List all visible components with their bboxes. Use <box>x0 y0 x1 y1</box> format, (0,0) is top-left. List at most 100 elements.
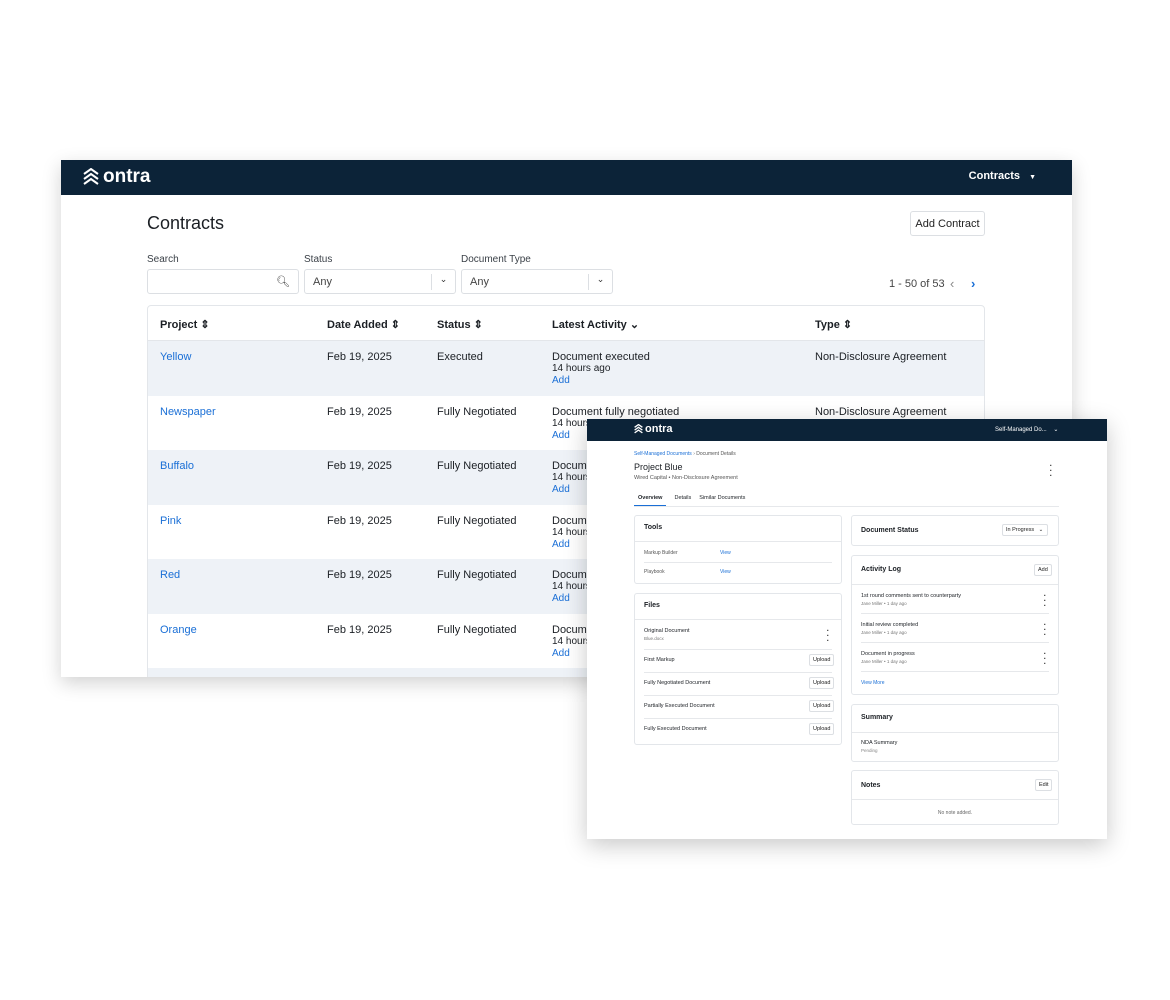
tool-name: Markup Builder <box>644 550 678 556</box>
ontra-logo[interactable]: ontra <box>634 423 673 435</box>
more-options-icon[interactable]: · · · <box>1043 620 1047 639</box>
table-row[interactable]: Newspaper Feb 19, 2025 Fully Negotiated … <box>148 396 984 451</box>
doctype-select[interactable]: Any ⌄ <box>461 269 613 294</box>
doctype-value: Any <box>470 276 489 288</box>
table-row[interactable]: Yellow Feb 19, 2025 Executed Document ex… <box>148 341 984 396</box>
activity-log-title: Activity Log <box>861 566 902 573</box>
project-link[interactable]: Red <box>160 569 181 581</box>
add-contract-button[interactable]: Add Contract <box>910 211 985 236</box>
tab-similar-documents[interactable]: Similar Documents <box>699 495 746 501</box>
table-row[interactable] <box>148 668 984 677</box>
upload-button[interactable]: Upload <box>809 700 835 712</box>
document-status-card: Document Status In Progress ⌄ <box>851 515 1059 546</box>
divider <box>861 613 1049 614</box>
more-options-icon[interactable]: · · · <box>1043 649 1047 668</box>
col-date-added[interactable]: Date Added ⇕ <box>327 319 400 331</box>
nda-summary-label[interactable]: NDA Summary <box>861 740 898 746</box>
add-activity-link[interactable]: Add <box>552 375 570 386</box>
add-activity-link[interactable]: Add <box>552 593 570 604</box>
chevron-down-icon: ⌄ <box>431 274 455 290</box>
summary-state: Pending <box>861 748 878 753</box>
divider <box>644 672 832 673</box>
view-markup-builder-link[interactable]: View <box>720 550 731 556</box>
project-link[interactable]: Newspaper <box>160 405 216 418</box>
divider <box>852 732 1058 733</box>
divider <box>635 619 841 620</box>
upload-button[interactable]: Upload <box>809 677 835 689</box>
divider <box>644 695 832 696</box>
add-activity-link[interactable]: Add <box>552 484 570 495</box>
files-title: Files <box>644 602 660 609</box>
activity-text: Docume <box>552 569 593 581</box>
add-activity-button[interactable]: Add <box>1034 564 1052 576</box>
more-options-icon[interactable]: · · · <box>1049 461 1053 480</box>
status-select[interactable]: Any ⌄ <box>304 269 456 294</box>
breadcrumb-link[interactable]: Self-Managed Documents <box>634 451 692 457</box>
status-text: Fully Negotiated <box>437 405 517 418</box>
view-more-link[interactable]: View More <box>861 680 885 686</box>
original-file-name[interactable]: Blue.docx <box>644 636 664 641</box>
divider <box>644 718 832 719</box>
status-text: Fully Negotiated <box>437 569 517 581</box>
add-activity-link[interactable]: Add <box>552 429 570 441</box>
table-row[interactable]: Orange Feb 19, 2025 Fully Negotiated Doc… <box>148 614 984 669</box>
col-latest-activity[interactable]: Latest Activity ⌄ <box>552 319 640 331</box>
file-slot-label: Partially Executed Document <box>644 703 715 709</box>
project-link[interactable]: Buffalo <box>160 460 195 472</box>
notes-card: Notes Edit No note added. <box>851 770 1059 825</box>
activity-text: Document executed <box>552 351 650 363</box>
project-link[interactable]: Orange <box>160 623 197 636</box>
date-added: Feb 19, 2025 <box>327 569 392 581</box>
date-added: Feb 19, 2025 <box>327 623 392 636</box>
col-type[interactable]: Type ⇕ <box>815 319 853 331</box>
ontra-logo[interactable]: ontra <box>83 166 151 188</box>
summary-card: Summary NDA Summary Pending <box>851 704 1059 762</box>
more-options-icon[interactable]: · · · <box>1043 591 1047 610</box>
status-text: Fully Negotiated <box>437 514 517 527</box>
activity-item-text: Document in progress <box>861 651 915 657</box>
search-input[interactable]: 🔍︎ <box>147 269 299 294</box>
col-status[interactable]: Status ⇕ <box>437 319 483 331</box>
tabs: Overview Details Similar Documents <box>634 495 745 506</box>
divider <box>852 799 1058 800</box>
prev-page-icon[interactable]: ‹ <box>950 276 955 291</box>
table-row[interactable]: Pink Feb 19, 2025 Fully Negotiated Docum… <box>148 505 984 560</box>
activity-item-meta: Jane Miller • 1 day ago <box>861 601 907 606</box>
project-link[interactable]: Pink <box>160 514 182 527</box>
section-menu[interactable]: Self-Managed Do... ⌄ <box>995 426 1058 433</box>
divider <box>852 584 1058 585</box>
date-added: Feb 19, 2025 <box>327 460 392 472</box>
upload-button[interactable]: Upload <box>809 723 835 735</box>
divider <box>635 541 841 542</box>
page-title: Project Blue <box>634 462 683 472</box>
contracts-menu[interactable]: Contracts ▼ <box>969 170 1036 182</box>
project-link[interactable]: Yellow <box>160 351 192 363</box>
status-value: In Progress <box>1006 527 1035 533</box>
activity-item-meta: Jane Miller • 1 day ago <box>861 659 907 664</box>
page-title: Contracts <box>147 213 225 233</box>
tab-overview[interactable]: Overview <box>634 495 667 506</box>
activity-text: Docume <box>552 623 593 636</box>
contracts-window: ontra Contracts ▼ Contracts Add Contract… <box>61 160 1072 677</box>
status-text: Executed <box>437 351 483 363</box>
add-activity-link[interactable]: Add <box>552 647 570 659</box>
next-page-icon[interactable]: › <box>971 276 976 291</box>
search-icon: 🔍︎ <box>276 276 290 288</box>
upload-button[interactable]: Upload <box>809 654 835 666</box>
edit-notes-button[interactable]: Edit <box>1035 779 1053 791</box>
chevron-down-icon: ⌄ <box>1038 527 1044 533</box>
view-playbook-link[interactable]: View <box>720 569 731 575</box>
ontra-logo-icon <box>83 168 99 185</box>
activity-log-card: Activity Log Add 1st round comments sent… <box>851 555 1059 695</box>
status-label: Status <box>304 254 333 265</box>
tab-details[interactable]: Details <box>674 495 692 501</box>
table-header: Project ⇕ Date Added ⇕ Status ⇕ Latest A… <box>148 306 984 341</box>
search-label: Search <box>147 254 179 265</box>
activity-item-meta: Jane Miller • 1 day ago <box>861 630 907 635</box>
notes-title: Notes <box>861 782 881 789</box>
more-options-icon[interactable]: · · · <box>826 626 830 645</box>
add-activity-link[interactable]: Add <box>552 538 570 550</box>
date-added: Feb 19, 2025 <box>327 351 392 363</box>
col-project[interactable]: Project ⇕ <box>160 319 210 331</box>
status-dropdown[interactable]: In Progress ⌄ <box>1002 524 1048 536</box>
